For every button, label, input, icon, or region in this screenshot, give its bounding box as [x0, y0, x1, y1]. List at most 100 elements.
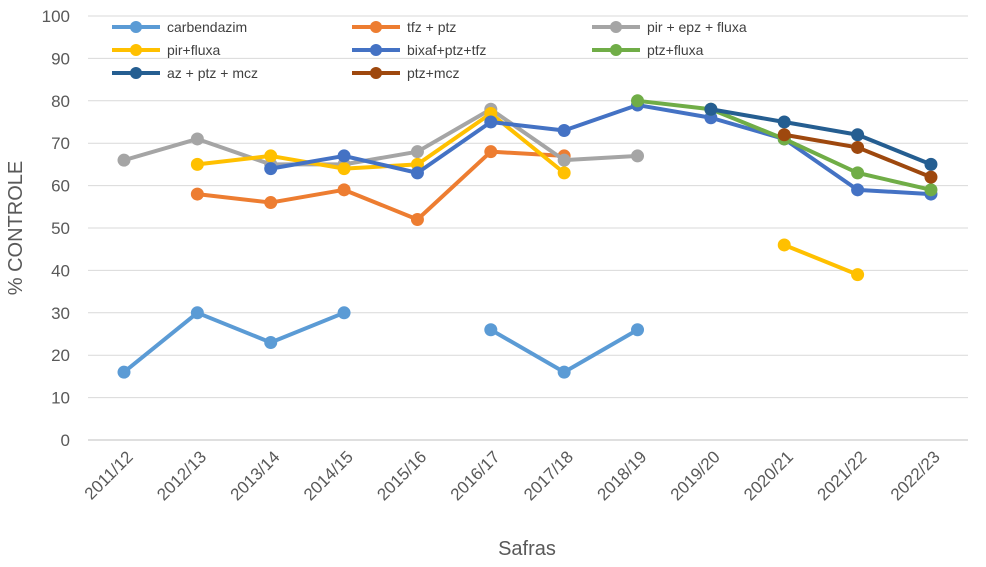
- data-point: [557, 123, 571, 137]
- legend-item: tfz + ptz: [352, 19, 456, 35]
- data-point: [264, 149, 278, 163]
- y-tick-labels: 0 10 20 30 40 50 60 70 80 90 100: [42, 7, 70, 450]
- series-0: [117, 306, 645, 379]
- legend-item: ptz+mcz: [352, 65, 460, 81]
- y-tick-label: 0: [61, 431, 70, 450]
- legend-marker: [130, 67, 142, 79]
- data-point: [264, 335, 278, 349]
- x-tick-label: 2015/16: [373, 447, 430, 504]
- data-point: [851, 140, 865, 154]
- y-tick-label: 10: [51, 389, 70, 408]
- legend-item: pir + epz + fluxa: [592, 19, 747, 35]
- data-point: [924, 170, 938, 184]
- legend-label: az + ptz + mcz: [167, 65, 258, 81]
- series-line: [122, 310, 345, 374]
- data-point: [117, 153, 131, 167]
- series-line: [197, 149, 565, 222]
- data-point: [631, 323, 645, 337]
- data-point: [924, 157, 938, 171]
- legend-label: bixaf+ptz+tfz: [407, 42, 486, 58]
- legend-item: az + ptz + mcz: [112, 65, 258, 81]
- data-point: [851, 268, 865, 282]
- legend-marker: [370, 67, 382, 79]
- series-lines: [117, 94, 938, 379]
- data-point: [851, 128, 865, 142]
- legend-label: pir + epz + fluxa: [647, 19, 747, 35]
- data-point: [777, 128, 791, 142]
- data-point: [557, 365, 571, 379]
- legend-item: bixaf+ptz+tfz: [352, 42, 486, 58]
- data-point: [264, 162, 278, 176]
- data-point: [484, 145, 498, 159]
- legend-marker: [370, 44, 382, 56]
- y-tick-label: 50: [51, 219, 70, 238]
- legend-item: carbendazim: [112, 19, 247, 35]
- data-point: [631, 149, 645, 163]
- x-tick-label: 2018/19: [593, 447, 650, 504]
- series-7: [777, 128, 938, 184]
- x-tick-label: 2012/13: [153, 447, 210, 504]
- x-tick-label: 2013/14: [227, 447, 284, 504]
- data-point: [924, 183, 938, 197]
- series-line: [783, 243, 859, 277]
- x-tick-label: 2011/12: [81, 447, 137, 503]
- legend-item: pir+fluxa: [112, 42, 221, 58]
- data-point: [851, 166, 865, 180]
- data-point: [117, 365, 131, 379]
- data-point: [337, 306, 351, 320]
- data-point: [410, 145, 424, 159]
- legend-label: ptz+fluxa: [647, 42, 704, 58]
- legend-marker: [610, 44, 622, 56]
- data-point: [264, 196, 278, 210]
- x-tick-label: 2019/20: [667, 447, 724, 504]
- legend-label: tfz + ptz: [407, 19, 456, 35]
- series-line: [270, 103, 932, 197]
- data-point: [777, 238, 791, 252]
- y-tick-label: 80: [51, 92, 70, 111]
- data-point: [704, 102, 718, 116]
- x-tick-label: 2020/21: [740, 447, 797, 504]
- data-point: [190, 157, 204, 171]
- data-point: [337, 162, 351, 176]
- data-point: [190, 132, 204, 146]
- x-tick-label: 2016/17: [447, 447, 504, 504]
- legend: carbendazim tfz + ptz pir + epz + fluxa pir…: [112, 19, 747, 81]
- legend-label: ptz+mcz: [407, 65, 460, 81]
- series-line: [710, 107, 932, 167]
- y-tick-label: 30: [51, 304, 70, 323]
- y-tick-label: 90: [51, 49, 70, 68]
- legend-label: carbendazim: [167, 19, 247, 35]
- legend-label: pir+fluxa: [167, 42, 221, 58]
- series-6: [704, 102, 938, 171]
- data-point: [557, 166, 571, 180]
- legend-marker: [130, 44, 142, 56]
- series-line: [123, 107, 638, 167]
- data-point: [631, 94, 645, 108]
- data-point: [410, 166, 424, 180]
- y-tick-label: 60: [51, 177, 70, 196]
- data-point: [337, 183, 351, 197]
- data-point: [484, 115, 498, 129]
- y-axis-label: % CONTROLE: [5, 161, 27, 295]
- legend-marker: [130, 21, 142, 33]
- data-point: [190, 306, 204, 320]
- y-tick-label: 40: [51, 261, 70, 280]
- x-tick-label: 2014/15: [300, 447, 357, 504]
- x-tick-labels: 2011/12 2012/13 2013/14 2014/15 2015/16 2016/…: [81, 447, 944, 504]
- y-tick-label: 20: [51, 346, 70, 365]
- series-5: [631, 94, 938, 197]
- legend-item: ptz+fluxa: [592, 42, 704, 58]
- y-tick-label: 70: [51, 134, 70, 153]
- data-point: [410, 213, 424, 227]
- x-tick-label: 2021/22: [814, 447, 871, 504]
- data-point: [190, 187, 204, 201]
- data-point: [557, 153, 571, 167]
- y-tick-label: 100: [42, 7, 70, 26]
- data-point: [337, 149, 351, 163]
- x-axis-label: Safras: [498, 538, 556, 560]
- data-point: [851, 183, 865, 197]
- legend-marker: [370, 21, 382, 33]
- data-point: [777, 115, 791, 129]
- legend-marker: [610, 21, 622, 33]
